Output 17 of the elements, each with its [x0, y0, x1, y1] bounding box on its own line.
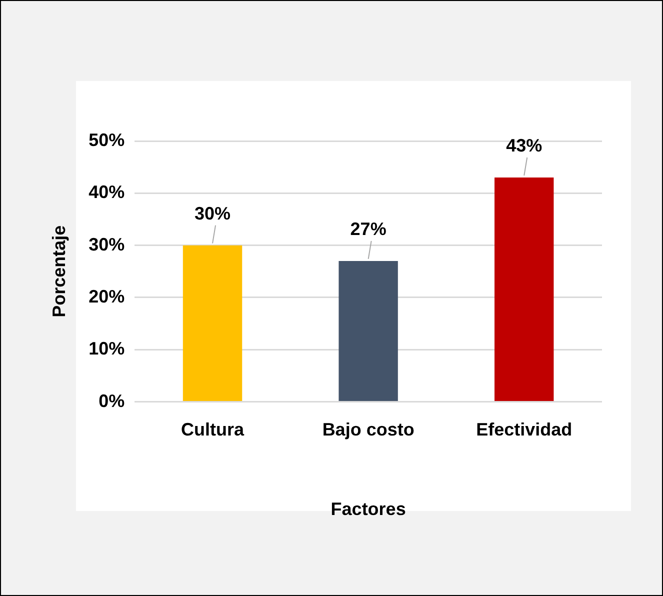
- y-axis-title: Porcentaje: [48, 225, 69, 318]
- x-tick-label: Bajo costo: [322, 420, 414, 440]
- data-label: 43%: [506, 135, 542, 156]
- y-tick-label: 0%: [98, 390, 125, 411]
- data-label: 30%: [194, 203, 231, 224]
- data-label: 27%: [350, 218, 386, 239]
- y-tick-label: 30%: [88, 234, 125, 254]
- y-tick-label: 20%: [88, 286, 125, 306]
- x-axis-title: Factores: [330, 499, 406, 520]
- x-tick-label: Cultura: [181, 420, 246, 440]
- x-tick-label: Efectividad: [476, 420, 572, 440]
- y-tick-label: 40%: [88, 182, 125, 202]
- bar: [338, 260, 398, 402]
- y-tick-label: 50%: [88, 130, 125, 150]
- y-tick-label: 10%: [88, 338, 125, 359]
- bar: [494, 178, 554, 402]
- bar: [182, 245, 242, 402]
